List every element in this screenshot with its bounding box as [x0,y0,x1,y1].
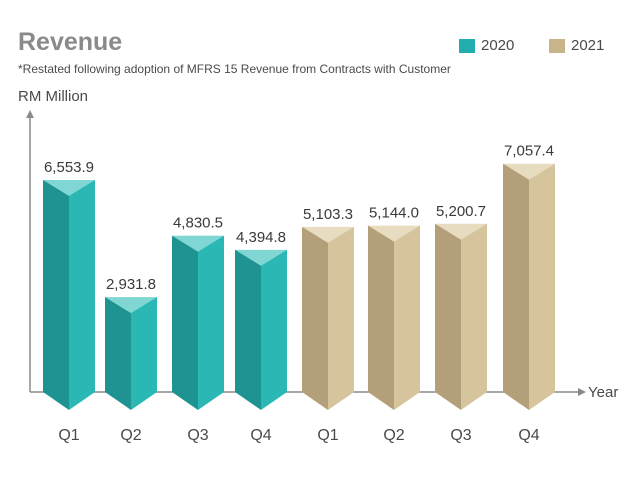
x-tick-label: Q3 [187,427,208,444]
bar-5-top [302,226,354,243]
bar-value-label: 6,553.9 [44,159,94,176]
bar-5-left-face [302,226,328,410]
bar-value-label: 5,144.0 [369,205,419,222]
legend-label-2020: 2020 [481,37,515,54]
x-tick-label: Q4 [250,427,271,444]
x-axis-arrow [578,388,586,396]
bar-5-right-face [328,226,354,410]
x-tick-label: Q3 [450,427,471,444]
bar-value-label: 5,200.7 [436,203,486,220]
x-axis-label: Year [588,384,618,401]
bar-value-label: 2,931.8 [106,276,156,293]
bar-1-top [43,180,95,196]
bar-4-left-face [235,249,261,410]
x-tick-label: Q1 [58,427,79,444]
bar-6-top [368,225,420,242]
legend-label-2021: 2021 [571,37,605,54]
y-axis-arrow [26,110,34,118]
bar-7-right-face [461,223,487,410]
bar-2-right-face [131,297,157,410]
bar-3-right-face [198,235,224,410]
bar-8-left-face [503,163,529,410]
bar-4-right-face [261,249,287,410]
y-axis-label: RM Million [18,88,89,105]
bar-8-top [503,163,555,180]
bar-7-left-face [435,223,461,410]
x-tick-label: Q2 [120,427,141,444]
legend-item-2021: 2021 [549,37,604,54]
bar-6-left-face [368,225,394,410]
bar-value-label: 4,830.5 [173,215,223,232]
bar-value-label: 4,394.8 [236,229,286,246]
bar-8-right-face [529,163,555,410]
chart-subtitle: *Restated following adoption of MFRS 15 … [18,62,451,76]
bar-1-right-face [69,180,95,410]
bar-2-left-face [105,297,131,410]
chart-title: Revenue [18,28,123,56]
x-tick-label: Q2 [383,427,404,444]
bar-value-label: 5,103.3 [303,206,353,223]
bar-3-left-face [172,235,198,410]
bar-4-top [235,249,287,266]
bar-1-left-face [43,180,69,410]
x-tick-label: Q1 [317,427,338,444]
bar-3-top [172,235,224,252]
bar-7-top [435,223,487,240]
x-tick-label: Q4 [518,427,539,444]
legend-swatch-2021 [549,38,565,53]
bar-value-label: 7,057.4 [504,143,554,160]
bar-6-right-face [394,225,420,410]
legend-swatch-2020 [459,38,475,53]
legend-item-2020: 2020 [459,37,514,54]
bar-2-top [105,297,157,314]
